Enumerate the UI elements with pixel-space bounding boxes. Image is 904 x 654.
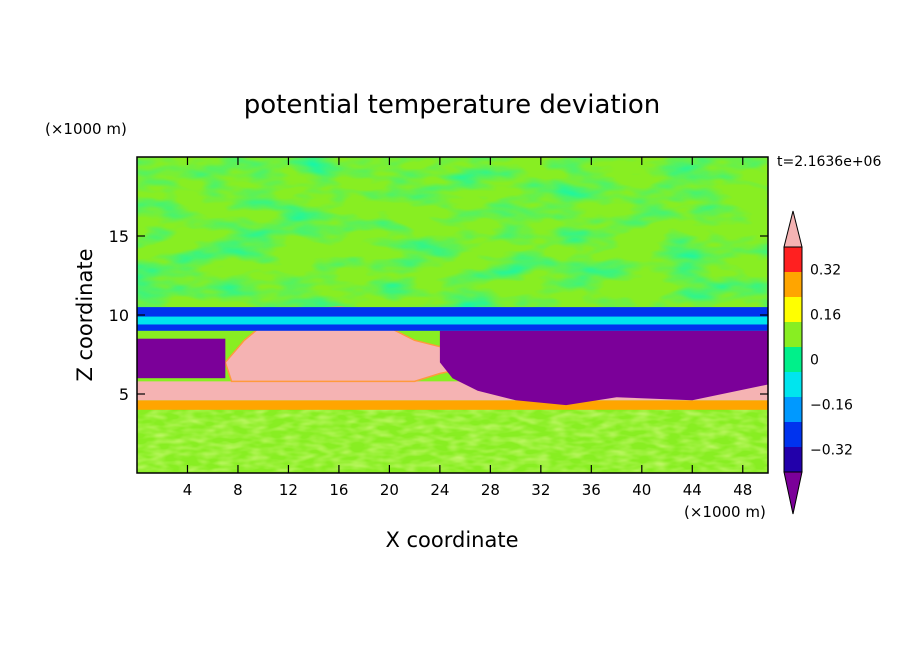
y-tick-label: 10	[109, 306, 129, 325]
colorbar: 0.32 0.16 0 −0.16 −0.32	[783, 210, 853, 515]
colorbar-segment	[784, 272, 802, 297]
colorbar-frame	[783, 246, 803, 473]
colorbar-label: 0.32	[810, 263, 841, 279]
colorbar-extend-min	[783, 471, 803, 515]
region-orange-stripe	[137, 400, 768, 410]
x-tick-label: 24	[430, 481, 449, 499]
colorbar-segment	[784, 247, 802, 272]
x-tick-label: 4	[183, 481, 193, 499]
y-tick-label: 15	[109, 227, 129, 246]
colorbar-segment	[784, 447, 802, 472]
x-unit-label: (×1000 m)	[684, 503, 766, 521]
colorbar-segment	[784, 422, 802, 447]
colorbar-label: −0.16	[810, 398, 853, 414]
x-axis: 4 8 12 16 20 24 28 32 36 40 44 48	[183, 157, 752, 499]
y-axis-label: Z coordinate	[73, 248, 97, 381]
colorbar-label: −0.32	[810, 443, 853, 459]
x-tick-label: 28	[481, 481, 500, 499]
region-cold-layer-right	[439, 330, 768, 406]
time-label: t=2.1636e+06	[777, 154, 881, 170]
colorbar-segment	[784, 297, 802, 322]
y-axis: 5 10 15	[109, 227, 768, 404]
x-tick-label: 36	[582, 481, 601, 499]
y-unit-label: (×1000 m)	[45, 120, 127, 138]
colorbar-segment	[784, 347, 802, 372]
colorbar-segment	[784, 397, 802, 422]
colorbar-segment	[784, 372, 802, 397]
x-tick-label: 48	[733, 481, 752, 499]
region-cold-band-upper-inner	[137, 316, 768, 325]
x-tick-label: 40	[632, 481, 651, 499]
x-tick-label: 16	[329, 481, 348, 499]
x-tick-label: 12	[279, 481, 298, 499]
colorbar-label: 0	[810, 353, 819, 369]
x-tick-label: 8	[233, 481, 243, 499]
region-near-zero-noise-band-texture	[137, 409, 768, 472]
x-tick-label: 32	[531, 481, 550, 499]
colorbar-extend-max	[783, 210, 803, 248]
x-tick-label: 44	[683, 481, 702, 499]
y-tick-label: 5	[119, 385, 129, 404]
chart-title: potential temperature deviation	[244, 90, 660, 120]
x-axis-label: X coordinate	[385, 528, 518, 552]
colorbar-label: 0.16	[810, 308, 841, 324]
upper-texture	[137, 157, 768, 308]
colorbar-segment	[784, 322, 802, 347]
region-cold-layer-left	[137, 338, 226, 379]
plot-area	[137, 157, 768, 473]
x-tick-label: 20	[380, 481, 399, 499]
